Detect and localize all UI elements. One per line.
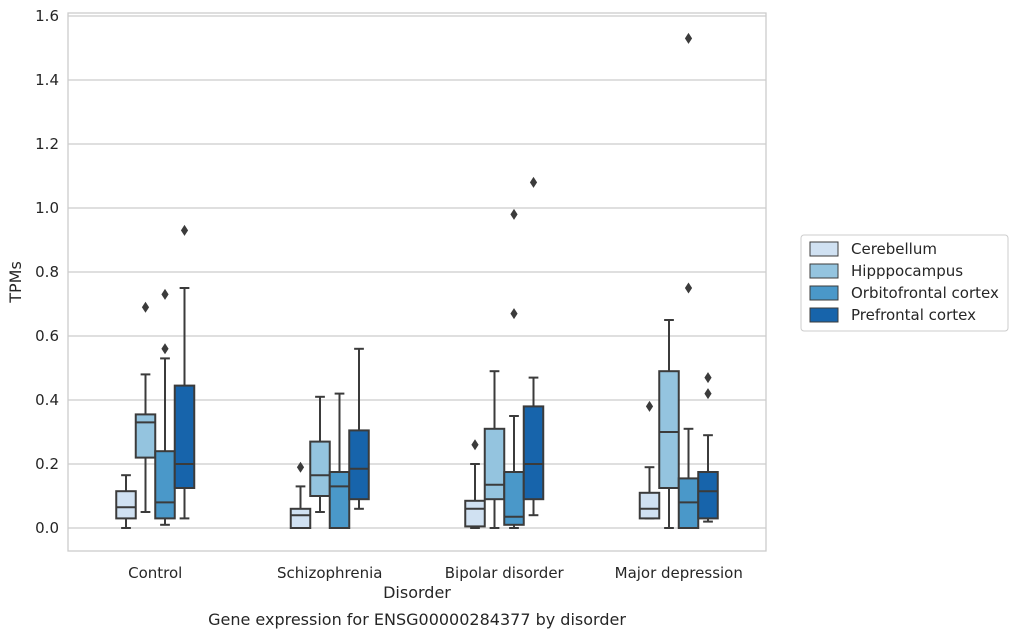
legend-swatch <box>809 285 839 301</box>
box-orbitofrontal-cortex <box>328 392 351 529</box>
box-iqr <box>309 440 331 498</box>
y-tick-label: 1.4 <box>35 71 59 89</box>
outlier-point <box>529 176 538 188</box>
box-iqr <box>173 384 196 490</box>
x-tick-label: Bipolar disorder <box>445 564 565 582</box>
legend-frame <box>800 234 1009 332</box>
box-iqr <box>289 507 312 529</box>
box-iqr <box>464 499 486 528</box>
y-axis-title: TPMs <box>6 261 25 304</box>
legend: Cerebellum Hipppocampus Orbitofrontal cort… <box>800 234 1009 332</box>
box-cerebellum <box>289 461 312 529</box>
outlier-point <box>645 400 654 412</box>
outlier-point <box>161 288 169 300</box>
plot-frame <box>67 12 767 552</box>
box-cerebellum <box>464 439 486 529</box>
box-prefrontal-cortex <box>173 224 196 520</box>
y-tick-label: 1.0 <box>35 199 59 217</box>
box-cerebellum <box>115 474 137 529</box>
box-iqr <box>348 429 370 501</box>
box-iqr <box>638 491 661 520</box>
outlier-point <box>684 32 693 44</box>
outlier-point <box>510 308 518 320</box>
box-orbitofrontal-cortex <box>677 32 700 529</box>
x-axis-title: Disorder <box>383 583 451 602</box>
y-tick-labels: 0.0 0.2 0.4 0.6 0.8 1.0 1.2 1.4 1.6 <box>35 7 59 537</box>
chart-caption: Gene expression for ENSG00000284377 by d… <box>208 610 626 629</box>
box-iqr <box>658 370 680 490</box>
box-orbitofrontal-cortex <box>154 288 176 526</box>
box-cerebellum <box>638 400 661 520</box>
legend-label: Orbitofrontal cortex <box>851 284 999 302</box>
box-iqr <box>328 471 351 529</box>
box-iqr <box>115 490 137 520</box>
box-groups <box>115 32 719 529</box>
legend-swatch <box>809 263 839 279</box>
box-iqr <box>522 405 545 501</box>
y-tick-label: 0.6 <box>35 327 59 345</box>
outlier-point <box>471 439 479 451</box>
x-tick-label: Control <box>128 564 182 582</box>
y-tick-label: 1.2 <box>35 135 59 153</box>
y-tick-label: 0.8 <box>35 263 59 281</box>
box-iqr <box>154 450 176 520</box>
legend-items: Cerebellum Hipppocampus Orbitofrontal cort… <box>809 240 999 324</box>
box-hipppocampus <box>309 395 331 513</box>
x-tick-labels: Control Schizophrenia Bipolar disorder Majo… <box>128 564 743 582</box>
y-tick-label: 0.0 <box>35 519 59 537</box>
legend-label: Prefrontal cortex <box>851 306 976 324</box>
legend-swatch <box>809 307 839 323</box>
box-prefrontal-cortex <box>697 372 719 523</box>
outlier-point <box>510 208 518 220</box>
legend-swatch <box>809 241 839 257</box>
outlier-point <box>180 224 189 236</box>
box-iqr <box>483 427 506 501</box>
outlier-point <box>161 343 169 355</box>
box-iqr <box>134 413 157 459</box>
y-tick-label: 0.2 <box>35 455 59 473</box>
box-hipppocampus <box>134 301 157 513</box>
outlier-point <box>704 372 712 384</box>
y-tick-label: 0.4 <box>35 391 59 409</box>
legend-label: Cerebellum <box>851 240 937 258</box>
x-tick-label: Major depression <box>615 564 743 582</box>
box-prefrontal-cortex <box>348 347 370 510</box>
outlier-point <box>296 461 305 473</box>
box-prefrontal-cortex <box>522 176 545 517</box>
box-iqr <box>697 471 719 520</box>
box-hipppocampus <box>483 370 506 529</box>
outlier-point <box>684 282 693 294</box>
legend-label: Hipppocampus <box>851 262 963 280</box>
outlier-point <box>704 388 712 400</box>
y-tick-label: 1.6 <box>35 7 59 25</box>
box-hipppocampus <box>658 319 680 529</box>
x-tick-label: Schizophrenia <box>277 564 382 582</box>
box-orbitofrontal-cortex <box>503 208 525 529</box>
outlier-point <box>141 301 150 313</box>
